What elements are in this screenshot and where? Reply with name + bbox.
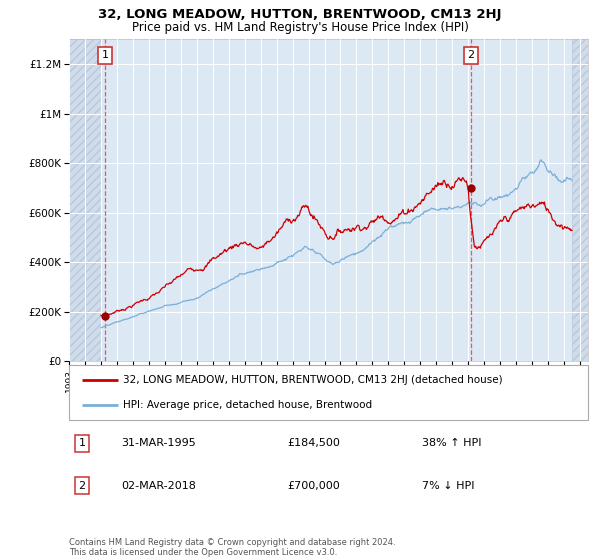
- FancyBboxPatch shape: [69, 365, 588, 420]
- Bar: [572, 39, 588, 361]
- Text: Price paid vs. HM Land Registry's House Price Index (HPI): Price paid vs. HM Land Registry's House …: [131, 21, 469, 34]
- Text: 32, LONG MEADOW, HUTTON, BRENTWOOD, CM13 2HJ (detached house): 32, LONG MEADOW, HUTTON, BRENTWOOD, CM13…: [124, 376, 503, 385]
- Text: 02-MAR-2018: 02-MAR-2018: [121, 480, 196, 491]
- Text: 32, LONG MEADOW, HUTTON, BRENTWOOD, CM13 2HJ: 32, LONG MEADOW, HUTTON, BRENTWOOD, CM13…: [98, 8, 502, 21]
- Text: 7% ↓ HPI: 7% ↓ HPI: [422, 480, 475, 491]
- Text: £700,000: £700,000: [287, 480, 340, 491]
- Text: Contains HM Land Registry data © Crown copyright and database right 2024.
This d: Contains HM Land Registry data © Crown c…: [69, 538, 395, 557]
- Text: 38% ↑ HPI: 38% ↑ HPI: [422, 438, 481, 449]
- Text: 2: 2: [79, 480, 86, 491]
- Bar: [69, 39, 101, 361]
- Bar: [572, 39, 588, 361]
- Text: HPI: Average price, detached house, Brentwood: HPI: Average price, detached house, Bren…: [124, 400, 373, 410]
- Text: £184,500: £184,500: [287, 438, 340, 449]
- Text: 1: 1: [101, 50, 109, 60]
- Text: 1: 1: [79, 438, 85, 449]
- Text: 2: 2: [467, 50, 475, 60]
- Bar: [69, 39, 101, 361]
- Text: 31-MAR-1995: 31-MAR-1995: [121, 438, 196, 449]
